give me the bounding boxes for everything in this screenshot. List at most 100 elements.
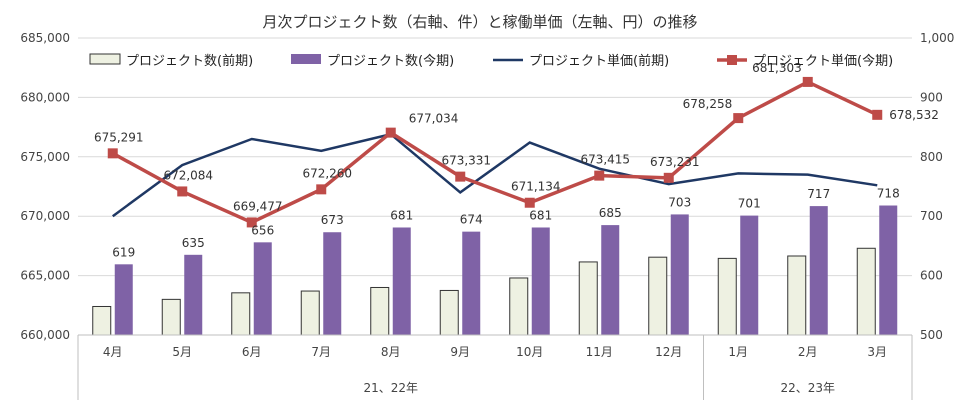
bar-current bbox=[740, 215, 759, 335]
legend-label: プロジェクト数(今期) bbox=[327, 53, 454, 69]
chart-title: 月次プロジェクト数（右軸、件）と稼働単価（左軸、円）の推移 bbox=[262, 13, 697, 31]
right-tick-label: 700 bbox=[920, 209, 943, 223]
bar-data-label: 703 bbox=[668, 195, 691, 209]
bar-current bbox=[392, 227, 411, 335]
x-tick-label: 6月 bbox=[242, 345, 262, 359]
bar-previous bbox=[509, 277, 529, 336]
bar-current bbox=[809, 206, 828, 335]
legend-label: プロジェクト単価(前期) bbox=[529, 53, 669, 69]
line-current-marker bbox=[177, 186, 188, 197]
x-tick-label: 12月 bbox=[655, 345, 682, 359]
bar-previous bbox=[648, 256, 668, 336]
left-tick-label: 665,000 bbox=[20, 269, 70, 283]
gridlines bbox=[78, 37, 912, 336]
line-current-marker bbox=[246, 217, 257, 228]
bar-previous bbox=[370, 286, 390, 336]
bar-current bbox=[114, 264, 133, 335]
legend-swatch bbox=[291, 54, 321, 64]
bar-data-label: 717 bbox=[807, 187, 830, 201]
bar-data-label: 685 bbox=[599, 206, 622, 220]
line-series bbox=[107, 76, 883, 228]
bar-series bbox=[92, 205, 898, 336]
bar-current bbox=[670, 214, 689, 335]
right-tick-label: 800 bbox=[920, 150, 943, 164]
bar-data-label: 635 bbox=[182, 236, 205, 250]
line-current-marker bbox=[107, 148, 118, 159]
x-tick-label: 3月 bbox=[867, 345, 887, 359]
line-data-label: 672,260 bbox=[302, 166, 352, 180]
line-current-marker bbox=[524, 197, 535, 208]
line-data-label: 675,291 bbox=[94, 130, 144, 144]
legend-label: プロジェクト単価(今期) bbox=[753, 53, 893, 69]
bar-current bbox=[184, 254, 203, 335]
bar-previous bbox=[231, 292, 251, 336]
bar-previous bbox=[161, 298, 181, 336]
line-data-label: 677,034 bbox=[409, 112, 459, 126]
bar-current bbox=[323, 232, 342, 335]
line-current-marker bbox=[385, 127, 396, 138]
left-tick-label: 660,000 bbox=[20, 328, 70, 342]
bar-current bbox=[601, 225, 620, 335]
line-data-label: 678,258 bbox=[683, 97, 733, 111]
line-current-marker bbox=[455, 171, 466, 182]
line-data-label: 669,477 bbox=[233, 199, 283, 213]
x-tick-label: 9月 bbox=[450, 345, 470, 359]
bar-data-label: 674 bbox=[460, 213, 483, 227]
left-tick-label: 685,000 bbox=[20, 31, 70, 45]
line-current-marker bbox=[733, 113, 744, 124]
legend-swatch bbox=[89, 53, 121, 65]
bar-previous bbox=[787, 255, 807, 336]
x-tick-label: 7月 bbox=[311, 345, 331, 359]
line-data-label: 672,084 bbox=[163, 168, 213, 182]
line-data-label: 673,231 bbox=[650, 155, 700, 169]
bar-previous bbox=[717, 257, 737, 336]
left-axis: 660,000 665,000 670,000 675,000 680,000 685,0… bbox=[20, 31, 70, 342]
x-tick-label: 4月 bbox=[103, 345, 123, 359]
bar-data-label: 673 bbox=[321, 213, 344, 227]
line-current-marker bbox=[594, 170, 605, 181]
bar-data-label: 701 bbox=[738, 197, 761, 211]
x-tick-label: 5月 bbox=[172, 345, 192, 359]
line-data-label: 678,532 bbox=[889, 108, 939, 122]
right-tick-label: 500 bbox=[920, 328, 943, 342]
line-current-marker bbox=[316, 184, 327, 195]
bar-data-label: 656 bbox=[251, 223, 274, 237]
right-tick-label: 600 bbox=[920, 269, 943, 283]
left-tick-label: 675,000 bbox=[20, 150, 70, 164]
line-current-marker bbox=[663, 172, 674, 183]
line-previous bbox=[112, 132, 878, 218]
left-tick-label: 680,000 bbox=[20, 90, 70, 104]
bar-data-label: 619 bbox=[112, 245, 135, 259]
x-tick-label: 10月 bbox=[516, 345, 543, 359]
x-tick-label: 1月 bbox=[728, 345, 748, 359]
bar-previous bbox=[856, 247, 876, 336]
year-group-label: 22、23年 bbox=[780, 381, 835, 395]
bar-current bbox=[462, 231, 481, 335]
bar-data-label: 681 bbox=[529, 208, 552, 222]
x-tick-label: 11月 bbox=[586, 345, 613, 359]
line-data-labels: 675,291 672,084 669,477 672,260 677,034 673,3… bbox=[94, 61, 939, 213]
bar-previous bbox=[439, 289, 459, 336]
bar-current bbox=[879, 205, 898, 335]
line-data-label: 681,303 bbox=[752, 61, 802, 75]
line-data-label: 671,134 bbox=[511, 180, 561, 194]
bar-data-label: 681 bbox=[390, 208, 413, 222]
x-tick-label: 2月 bbox=[798, 345, 818, 359]
bar-current bbox=[531, 227, 550, 335]
x-tick-label: 8月 bbox=[381, 345, 401, 359]
x-axis: 4月 5月 6月 7月 8月 9月 10月 11月 12月 1月 2月 3月 21、22年 22、23年 bbox=[77, 334, 913, 400]
legend: プロジェクト数(前期) プロジェクト数(今期) プロジェクト単価(前期) プロジェクト… bbox=[89, 53, 893, 69]
bar-previous bbox=[92, 305, 112, 336]
right-tick-label: 1,000 bbox=[920, 31, 954, 45]
left-tick-label: 670,000 bbox=[20, 209, 70, 223]
line-data-label: 673,415 bbox=[580, 153, 630, 167]
right-axis: 500 600 700 800 900 1,000 bbox=[920, 31, 954, 342]
legend-marker bbox=[727, 55, 737, 65]
line-current-marker bbox=[872, 109, 883, 120]
line-current bbox=[111, 79, 878, 225]
line-current-marker bbox=[802, 76, 813, 87]
bar-previous bbox=[578, 261, 598, 336]
bar-data-label: 718 bbox=[877, 187, 900, 201]
line-data-label: 673,331 bbox=[441, 154, 491, 168]
